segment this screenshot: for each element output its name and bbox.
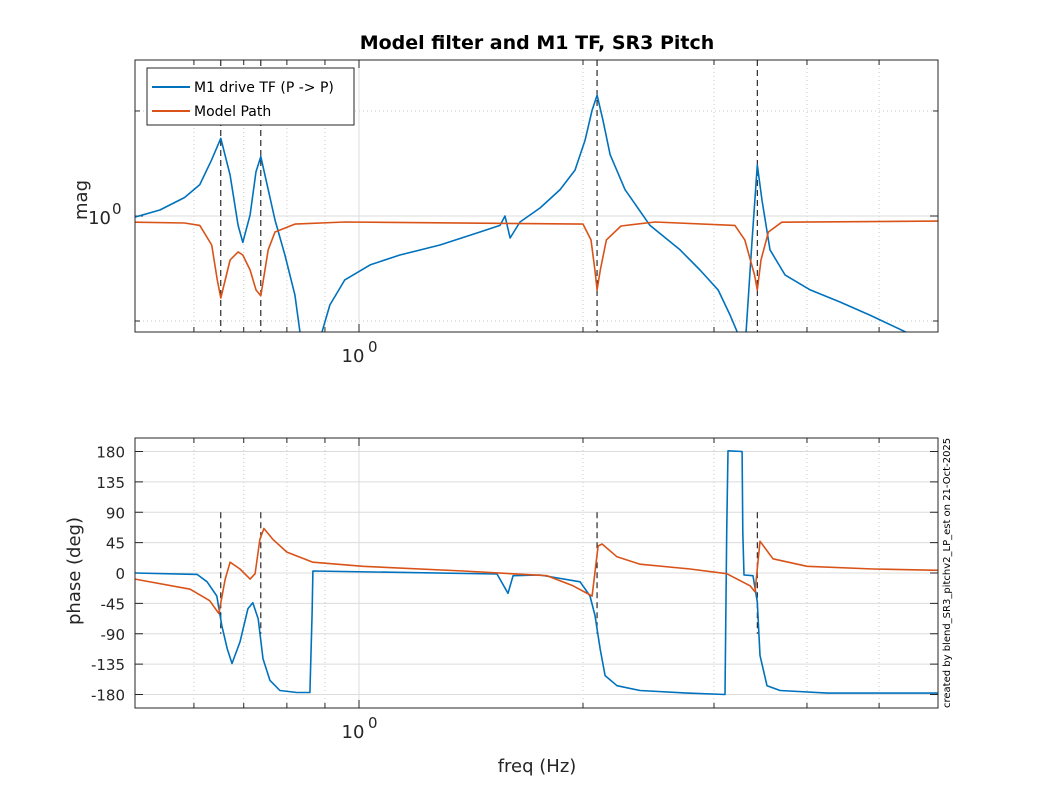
y-tick-label: 135 <box>96 474 125 492</box>
x-axis-label: freq (Hz) <box>498 756 577 777</box>
x-tick-exponent: 0 <box>368 338 378 356</box>
y-tick-label: -180 <box>91 687 125 705</box>
y-tick-label: -135 <box>91 656 125 674</box>
y-tick-label: 180 <box>96 444 125 462</box>
y-tick-exponent: 0 <box>112 200 122 218</box>
x-tick-exponent: 0 <box>368 714 378 732</box>
creation-annotation: created by blend_SR3_pitchv2_LP_est on 2… <box>942 438 953 708</box>
y-tick-label: -90 <box>101 626 126 644</box>
series-model-path <box>135 220 938 299</box>
series-group <box>135 450 938 696</box>
series-model-path <box>135 527 938 615</box>
legend[interactable]: M1 drive TF (P -> P) Model Path <box>146 67 355 126</box>
y-tick-label: 0 <box>115 565 125 583</box>
legend-label-m1: M1 drive TF (P -> P) <box>194 80 334 96</box>
chart-title: Model filter and M1 TF, SR3 Pitch <box>360 32 715 54</box>
x-tick-label: 10 <box>342 722 365 743</box>
y-tick-label: 10 <box>88 208 111 229</box>
axes-frame <box>134 437 939 709</box>
legend-label-model: Model Path <box>194 104 271 120</box>
y-axis-label-phase: phase (deg) <box>64 517 85 625</box>
y-tick-label: -45 <box>101 595 126 613</box>
y-tick-label: 45 <box>106 535 125 553</box>
series-m1-drive-tf <box>135 94 909 332</box>
series-group <box>135 94 938 332</box>
y-axis-label-mag: mag <box>71 180 92 220</box>
y-tick-label: 90 <box>106 504 125 522</box>
legend-box <box>146 67 355 126</box>
x-tick-label: 10 <box>342 346 365 367</box>
axes-frame <box>134 59 939 333</box>
